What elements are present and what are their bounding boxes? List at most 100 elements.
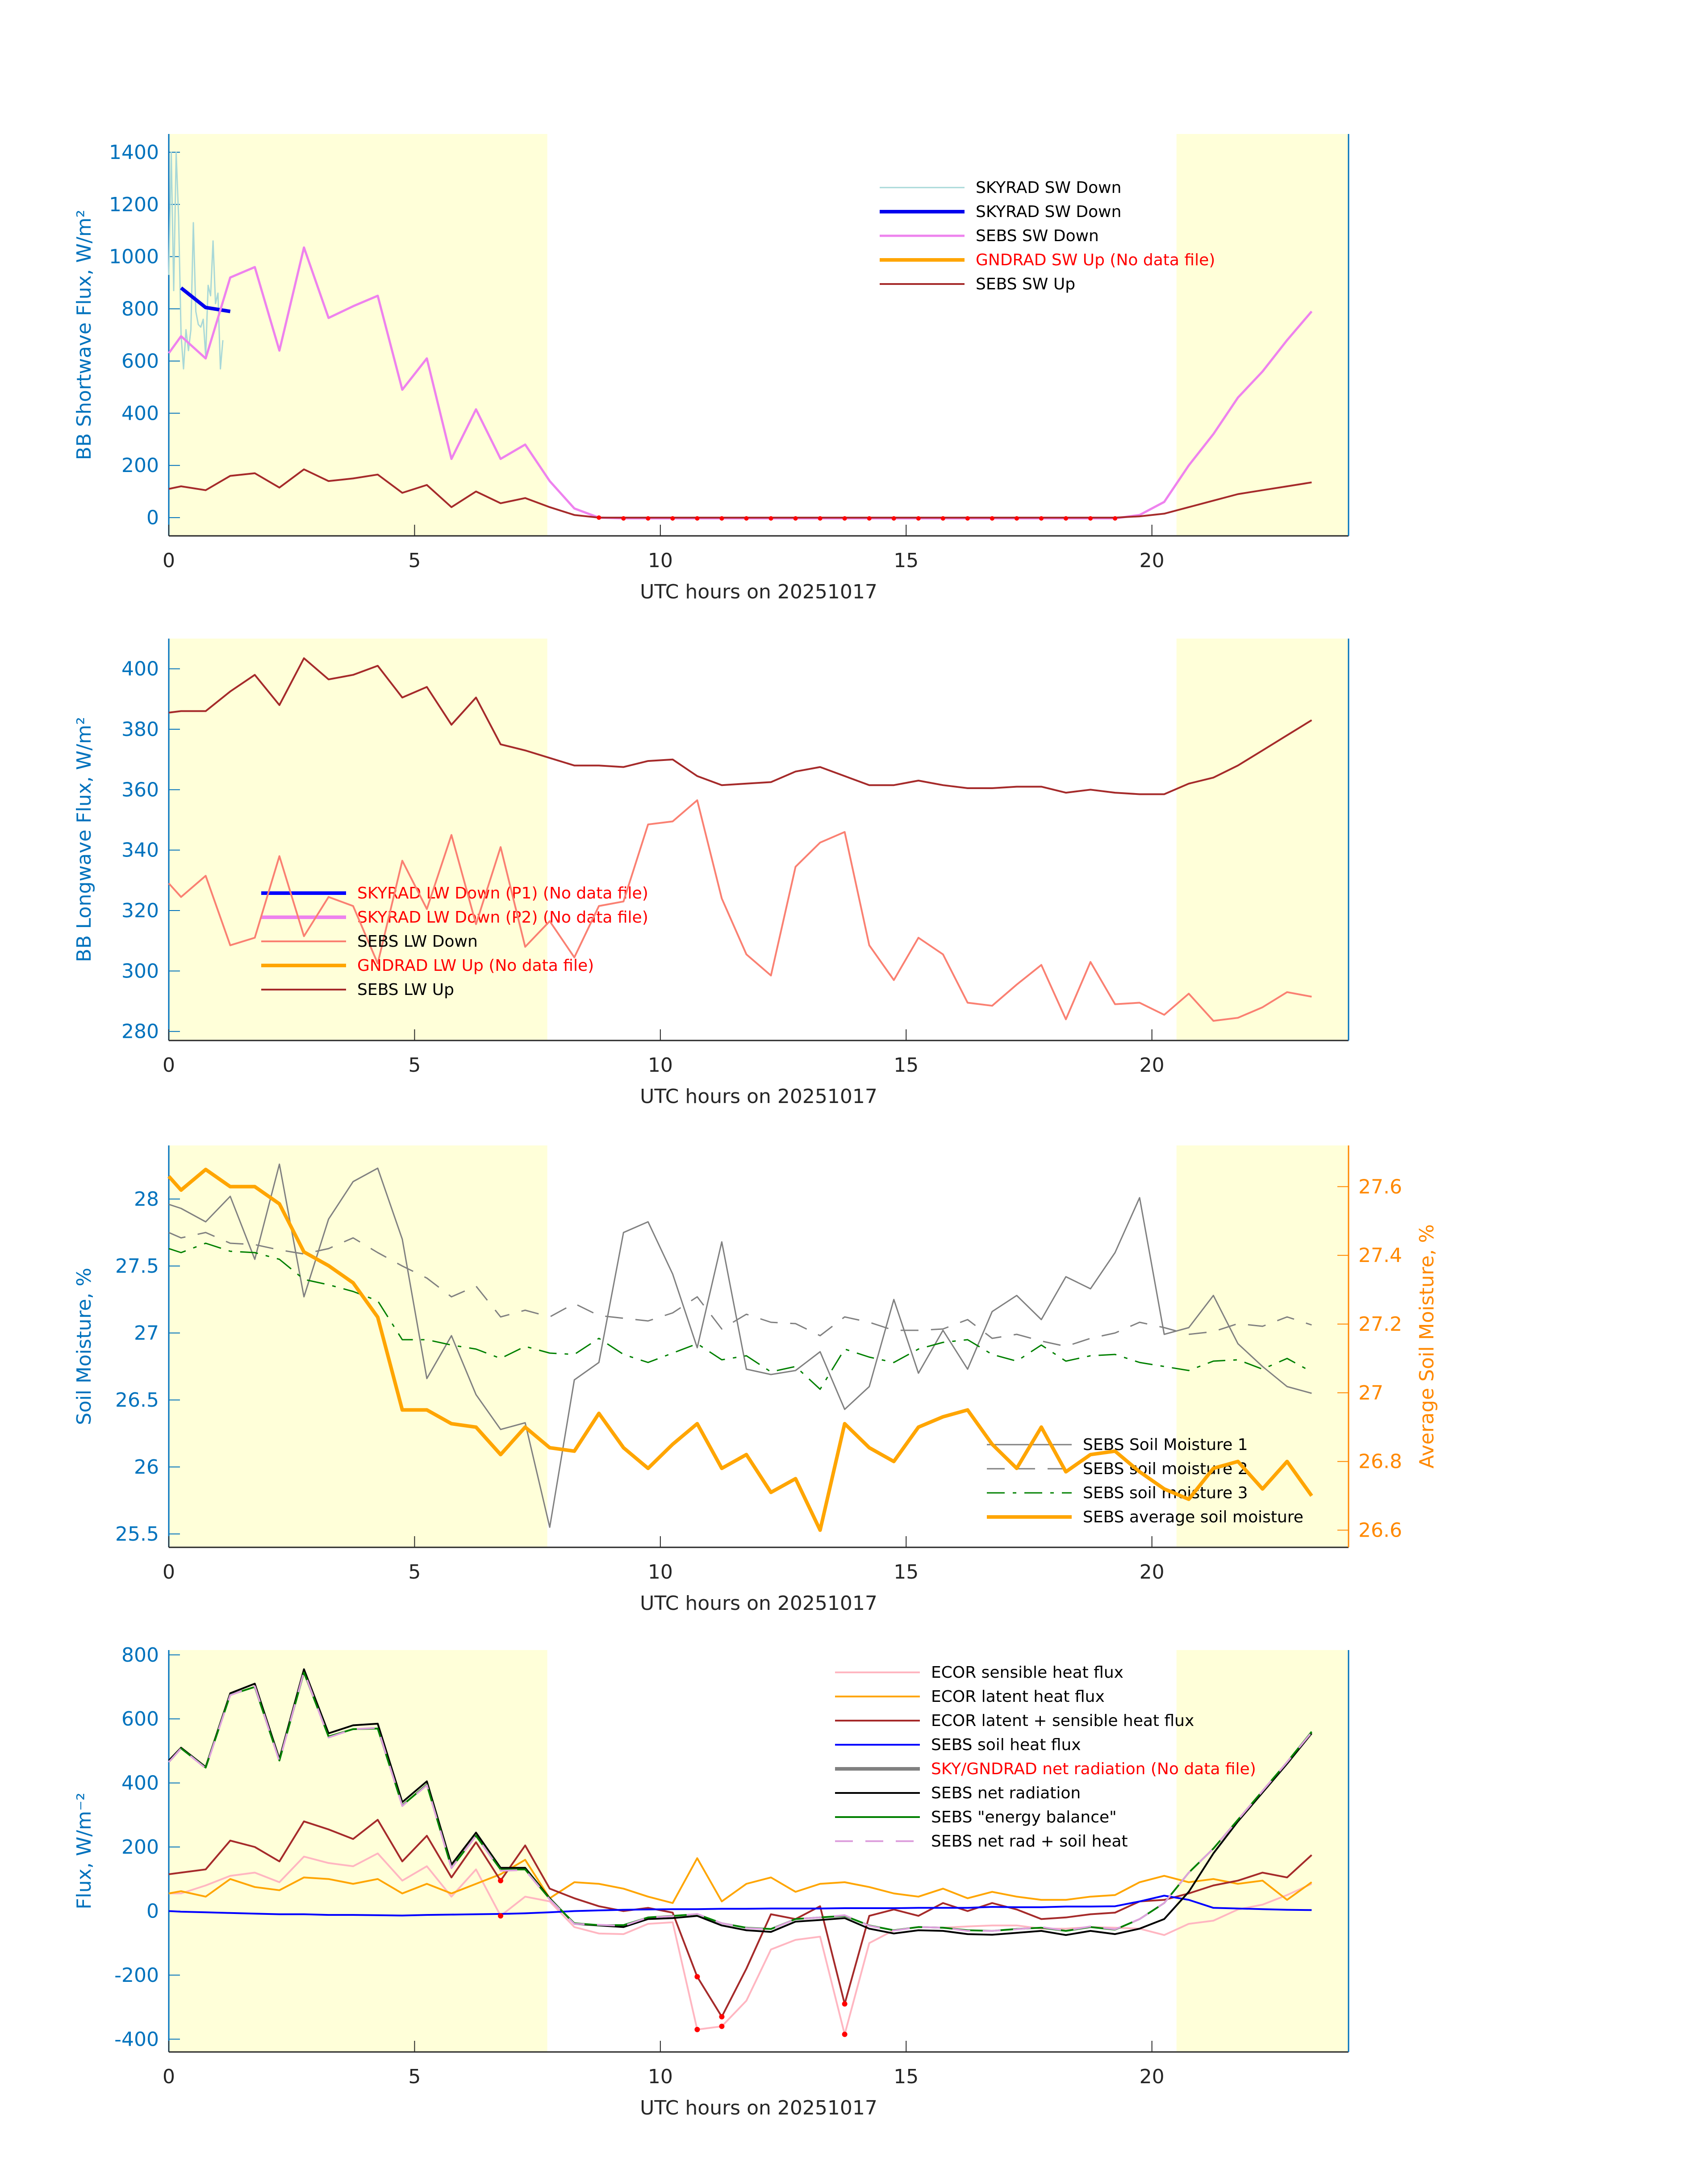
y-tick-label: 320 (121, 899, 159, 922)
legend-label: SEBS soil moisture 3 (1083, 1484, 1248, 1502)
flagged-point (916, 516, 921, 521)
legend-label: SKYRAD LW Down (P2) (No data file) (357, 908, 648, 927)
y-tick-label: 380 (121, 718, 159, 741)
legend-label: ECOR latent + sensible heat flux (931, 1712, 1194, 1730)
x-tick-label: 20 (1140, 2065, 1165, 2088)
flagged-point (670, 516, 675, 521)
series-line-0 (168, 151, 224, 370)
y-tick-label: 1000 (109, 246, 159, 268)
series-line-2 (168, 1819, 1312, 2018)
legend-label: SKYRAD SW Down (976, 179, 1121, 197)
night-shading (1176, 1650, 1349, 2052)
legend-label: SEBS average soil moisture (1083, 1508, 1303, 1526)
y-axis-title: Soil Moisture, % (73, 1268, 96, 1425)
flagged-point (498, 1878, 504, 1884)
x-tick-label: 20 (1140, 1054, 1165, 1077)
y-axis-title: Flux, W/m⁻² (73, 1793, 96, 1910)
y-tick-label: 360 (121, 778, 159, 801)
flagged-point (498, 1913, 504, 1919)
y-right-tick-label: 27.4 (1358, 1244, 1402, 1267)
series-line-3 (168, 1895, 1312, 1917)
night-shading (169, 1145, 547, 1547)
flagged-point (768, 516, 773, 521)
x-tick-label: 20 (1140, 1561, 1165, 1584)
flagged-point (646, 516, 651, 521)
flagged-point (719, 516, 724, 521)
y-tick-label: 1400 (109, 141, 159, 164)
series-line-4 (168, 468, 1312, 519)
x-tick-label: 10 (648, 1054, 673, 1077)
y-tick-label: 25.5 (115, 1523, 159, 1546)
legend-label: SEBS soil heat flux (931, 1736, 1081, 1754)
legend-label: SKYRAD LW Down (P1) (No data file) (357, 884, 648, 903)
x-tick-label: 10 (648, 2065, 673, 2088)
x-tick-label: 0 (163, 2065, 175, 2088)
x-tick-label: 0 (163, 549, 175, 572)
y-tick-label: 400 (121, 658, 159, 681)
y-tick-label: 340 (121, 839, 159, 862)
series-line-5 (168, 1668, 1312, 1936)
y-tick-label: 400 (121, 1772, 159, 1795)
night-shading (1176, 134, 1349, 536)
x-axis-title: UTC hours on 20251017 (640, 581, 877, 603)
x-tick-label: 10 (648, 1561, 673, 1584)
x-tick-label: 20 (1140, 549, 1165, 572)
flagged-point (990, 516, 994, 521)
flagged-point (695, 516, 700, 521)
y-tick-label: 300 (121, 960, 159, 982)
series-line-1 (168, 1857, 1312, 1904)
shortwave-panel: 0 5 10 15 20 UTC hours on 20251017 0 200 400 600 8… (73, 134, 1349, 603)
y-tick-label: 200 (121, 1836, 159, 1859)
series-line-1 (168, 1232, 1312, 1347)
flagged-point (694, 1974, 700, 1980)
y-tick-label: 800 (121, 298, 159, 321)
x-axis-title: UTC hours on 20251017 (640, 2097, 877, 2119)
y-right-tick-label: 27 (1358, 1382, 1383, 1404)
flagged-point (621, 516, 626, 521)
x-tick-label: 15 (894, 549, 919, 572)
x-tick-label: 5 (408, 1054, 421, 1077)
legend-label: SEBS LW Down (357, 932, 478, 951)
x-axis-title: UTC hours on 20251017 (640, 1085, 877, 1108)
flagged-point (1113, 516, 1118, 521)
y-tick-label: 27 (134, 1322, 159, 1345)
x-tick-label: 5 (408, 549, 421, 572)
y-tick-label: -400 (114, 2028, 159, 2051)
flagged-point (719, 2014, 725, 2020)
legend-label: GNDRAD LW Up (No data file) (357, 957, 594, 975)
flagged-point (597, 515, 601, 520)
night-shading (1176, 639, 1349, 1040)
flagged-point (1014, 516, 1019, 521)
y-tick-label: 600 (121, 1708, 159, 1730)
y-tick-label: 0 (146, 506, 159, 529)
flagged-point (818, 516, 823, 521)
series-line-0 (168, 1163, 1312, 1528)
night-shading (169, 639, 547, 1040)
energy-flux-panel: 0 5 10 15 20 UTC hours on 20251017 -400 -200 0 20… (73, 1644, 1349, 2119)
flagged-point (694, 2027, 700, 2032)
y-tick-label: 600 (121, 350, 159, 372)
y-tick-label: 0 (146, 1900, 159, 1922)
night-shading (169, 134, 547, 536)
series-line-1 (180, 286, 231, 313)
series-line-4 (168, 657, 1312, 795)
y-tick-label: 280 (121, 1020, 159, 1043)
y-right-tick-label: 27.2 (1358, 1313, 1402, 1336)
legend-label: SEBS net rad + soil heat (931, 1832, 1128, 1851)
x-tick-label: 15 (894, 1054, 919, 1077)
flagged-point (867, 516, 872, 521)
y-tick-label: 200 (121, 454, 159, 477)
legend-label: SEBS soil moisture 2 (1083, 1460, 1248, 1478)
flagged-point (719, 2023, 725, 2029)
x-axis-title: UTC hours on 20251017 (640, 1592, 877, 1615)
flagged-point (1088, 516, 1093, 521)
x-tick-label: 0 (163, 1054, 175, 1077)
x-tick-label: 15 (894, 2065, 919, 2088)
flagged-point (744, 516, 749, 521)
flagged-point (842, 2031, 848, 2037)
flagged-point (842, 516, 847, 521)
y-right-axis-title: Average Soil Moisture, % (1416, 1224, 1438, 1468)
y-tick-label: 26.5 (115, 1389, 159, 1412)
y-right-tick-label: 26.6 (1358, 1519, 1402, 1542)
